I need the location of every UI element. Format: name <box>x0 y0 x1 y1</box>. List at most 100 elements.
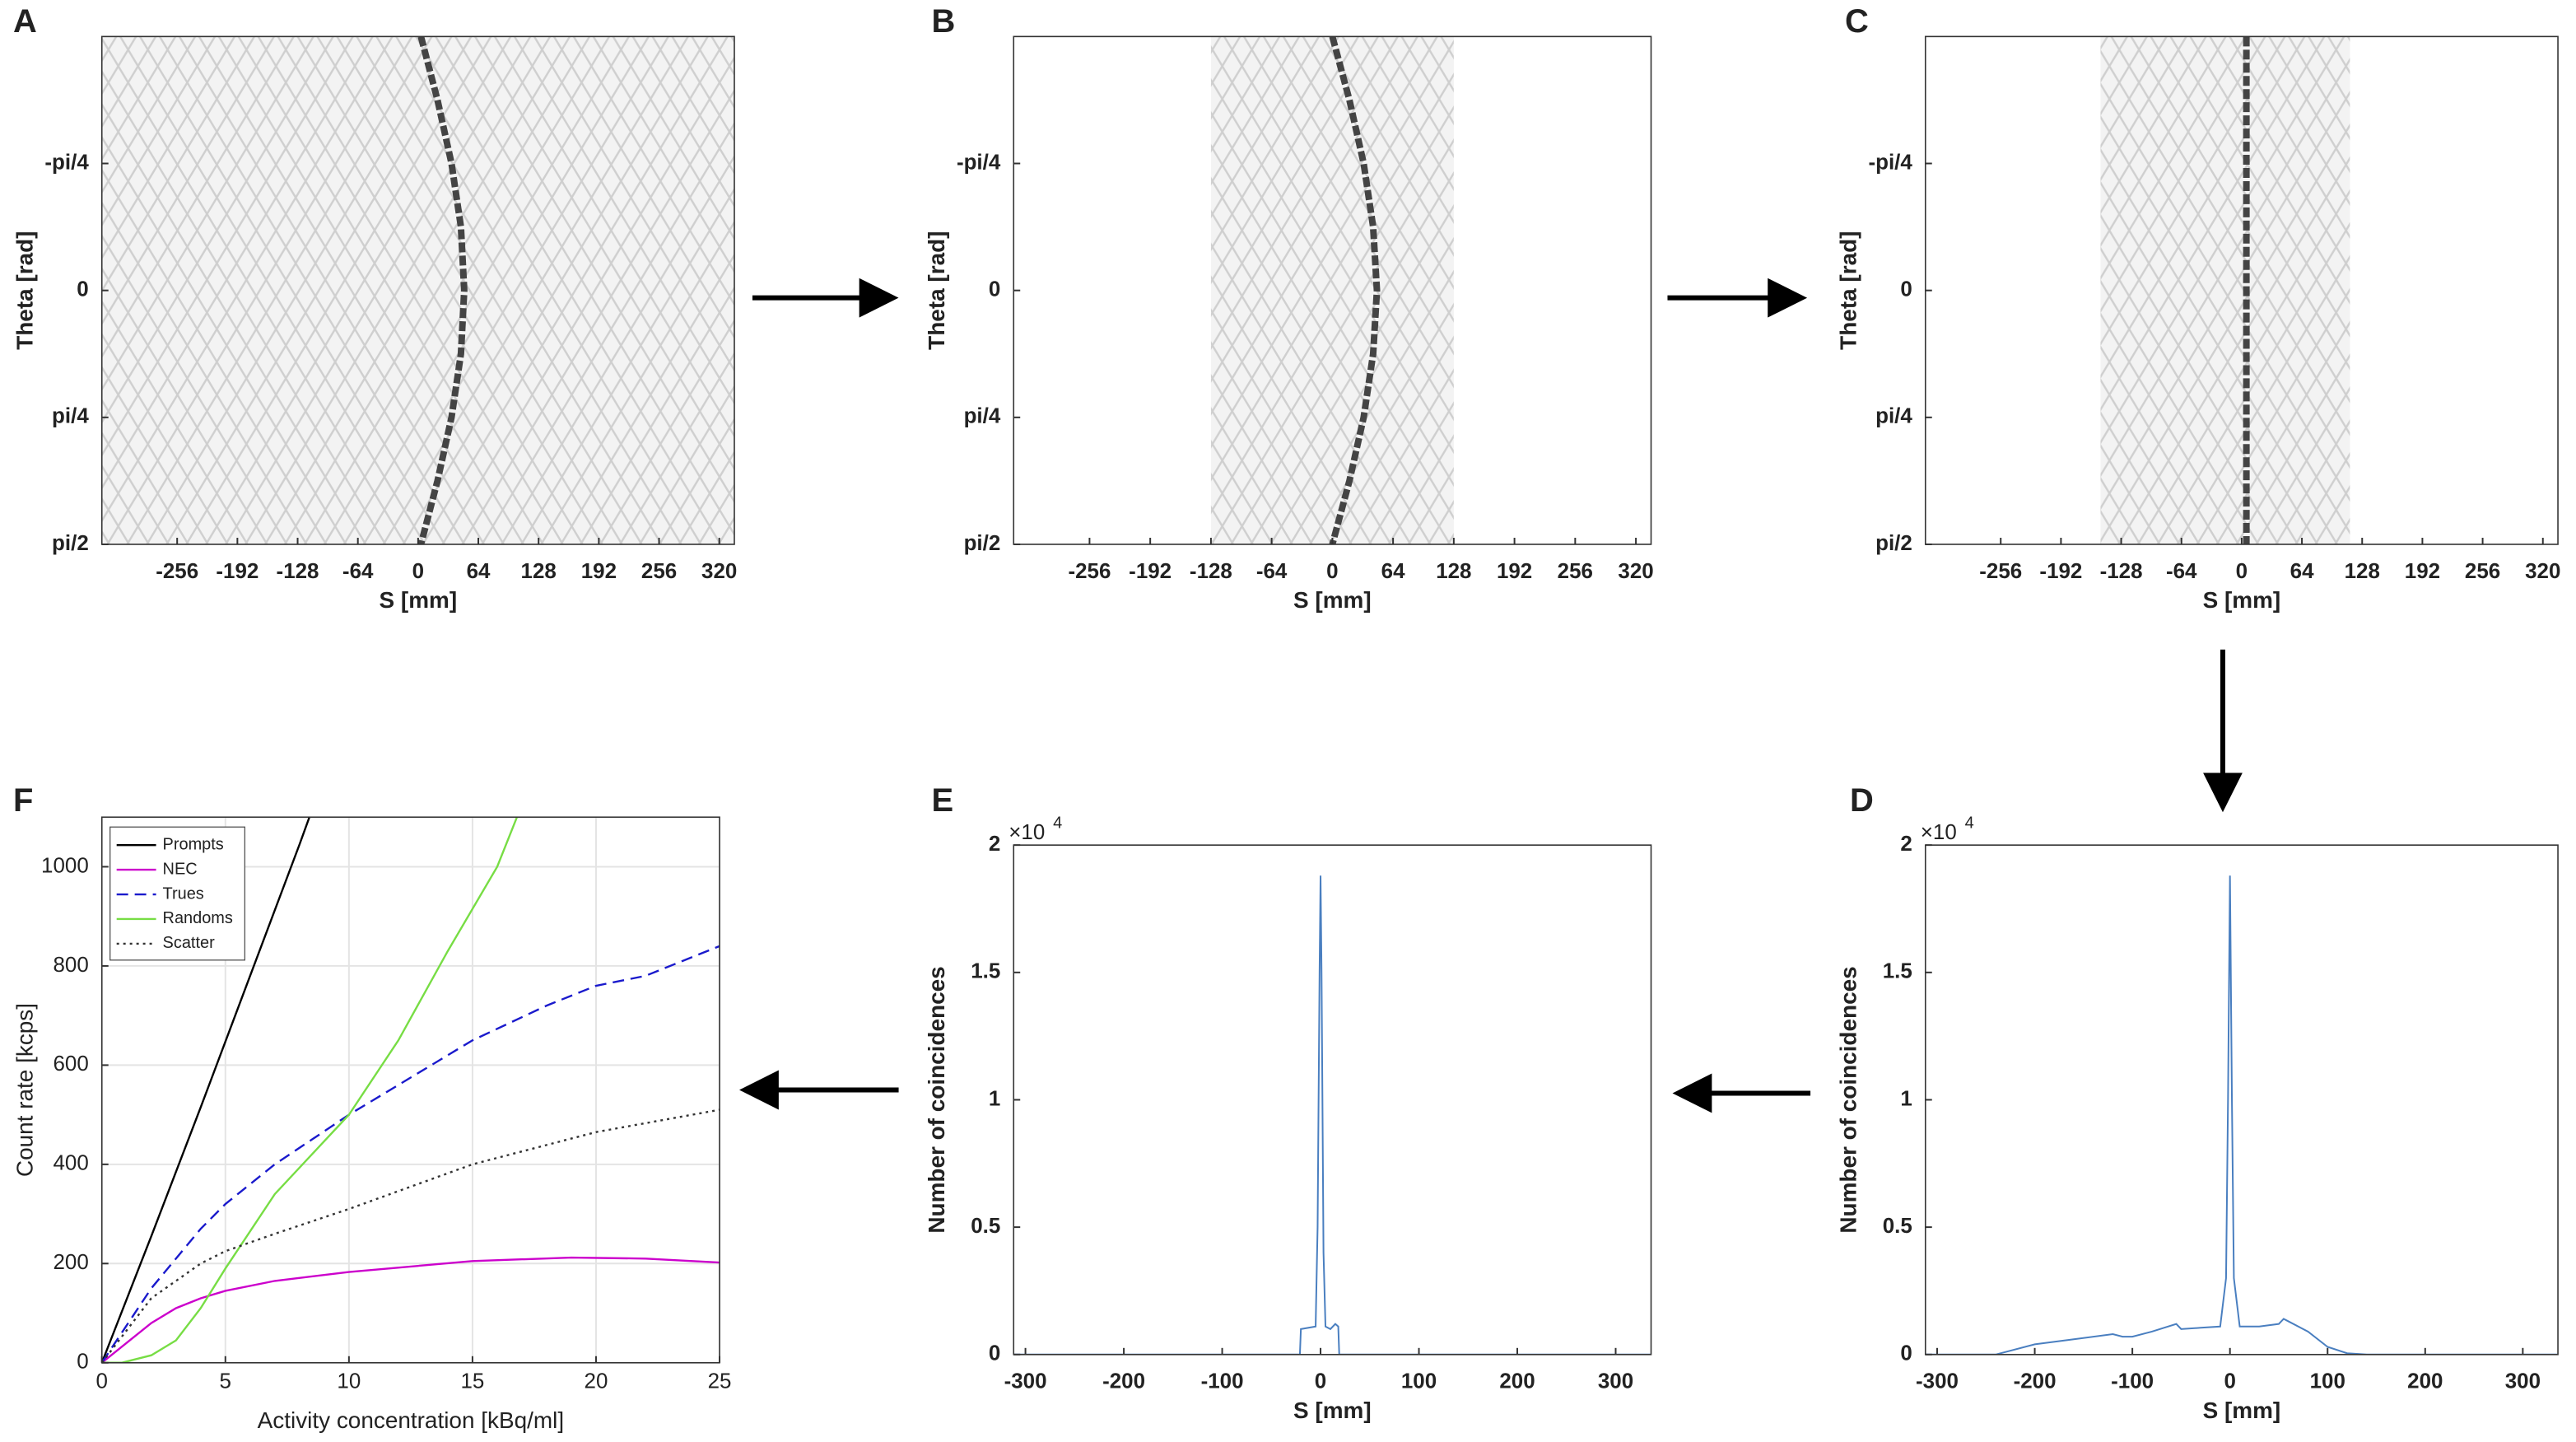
sinogram-texture <box>101 36 735 544</box>
y-tick-label: pi/4 <box>1875 405 1912 428</box>
arrows <box>738 278 2243 1113</box>
series-line <box>1925 875 2559 1355</box>
plot-content <box>1925 875 2559 1355</box>
x-axis-label: S [mm] <box>380 587 458 613</box>
x-tick-label: 25 <box>708 1370 732 1393</box>
x-tick-label: -200 <box>2014 1370 2057 1393</box>
panel: 0 5 10 15 20 25 0 200 400 600 800 1000 Activity conc… <box>12 782 731 1433</box>
panel-label: E <box>931 782 953 819</box>
x-tick-label: 192 <box>2405 560 2440 583</box>
y-tick-label: -pi/4 <box>1868 151 1912 174</box>
panel: -300 -200 -100 0 100 200 300 0 0.5 1 1.5 2 S [mm] Num… <box>1835 782 2559 1423</box>
x-tick-label: -64 <box>1256 560 1288 583</box>
y-axis-label: Theta [rad] <box>12 231 37 350</box>
x-tick-label: 320 <box>2525 560 2560 583</box>
y-tick-label: 0 <box>989 1342 1000 1365</box>
plot-content <box>101 36 735 544</box>
x-axis-label: S [mm] <box>2203 1398 2281 1423</box>
y-tick-label: pi/2 <box>52 532 89 555</box>
plot-content <box>101 817 720 1363</box>
x-tick-label: 0 <box>2224 1370 2235 1393</box>
y-tick-label: 0.5 <box>1883 1215 1912 1238</box>
x-tick-label: 100 <box>2310 1370 2345 1393</box>
y-axis-label: Theta [rad] <box>924 231 949 350</box>
x-tick-label: 300 <box>1598 1370 1633 1393</box>
panel-label: F <box>13 782 33 819</box>
exponent-base: ×10 <box>1009 821 1045 844</box>
x-tick-label: -64 <box>2166 560 2197 583</box>
x-tick-label: -256 <box>1979 560 2022 583</box>
y-tick-label: 1 <box>1900 1087 1912 1110</box>
y-tick-label: 0 <box>1900 1342 1912 1365</box>
y-tick-label: 1.5 <box>971 960 1000 983</box>
x-tick-label: 256 <box>1558 560 1593 583</box>
x-tick-label: -128 <box>2100 560 2143 583</box>
y-tick-label: pi/4 <box>52 405 89 428</box>
x-tick-label: 20 <box>585 1370 608 1393</box>
series-line <box>101 1256 720 1363</box>
panel: -300 -200 -100 0 100 200 300 0 0.5 1 1.5 2 S [mm] Num… <box>924 782 1652 1423</box>
x-tick-label: -100 <box>1201 1370 1244 1393</box>
y-tick-label: 1.5 <box>1883 960 1912 983</box>
plot-content <box>1210 36 1454 544</box>
y-tick-label: pi/2 <box>964 532 1001 555</box>
x-tick-label: 15 <box>460 1370 484 1393</box>
y-tick-label: -pi/4 <box>44 151 89 174</box>
y-tick-label: 2 <box>989 833 1000 856</box>
y-tick-label: 1000 <box>41 854 89 877</box>
x-tick-label: -192 <box>216 560 259 583</box>
x-tick-label: 128 <box>521 560 557 583</box>
x-tick-label: 192 <box>1497 560 1532 583</box>
y-tick-label: 0 <box>989 278 1000 301</box>
panel: -256 -192 -128 -64 0 64 128 192 256 320 -pi/4 0 pi/4… <box>12 3 737 613</box>
x-tick-label: -200 <box>1102 1370 1145 1393</box>
y-axis-label: Theta [rad] <box>1835 231 1861 350</box>
exponent-base: ×10 <box>1921 821 1957 844</box>
y-tick-label: 200 <box>53 1251 88 1274</box>
x-tick-label: 64 <box>2290 560 2314 583</box>
series-line <box>101 945 720 1363</box>
series-line <box>1013 875 1651 1355</box>
x-tick-label: 192 <box>581 560 617 583</box>
plot-area <box>1013 845 1651 1355</box>
x-tick-label: -192 <box>2039 560 2082 583</box>
series-line <box>101 817 519 1363</box>
x-tick-label: -300 <box>1916 1370 1959 1393</box>
x-tick-label: 128 <box>2345 560 2380 583</box>
panel-label: B <box>931 3 955 40</box>
x-tick-label: -128 <box>1190 560 1232 583</box>
y-tick-label: 1 <box>989 1087 1000 1110</box>
y-tick-label: 400 <box>53 1152 88 1175</box>
x-tick-label: 200 <box>1499 1370 1535 1393</box>
x-axis-label: Activity concentration [kBq/ml] <box>258 1407 564 1433</box>
x-tick-label: -192 <box>1129 560 1172 583</box>
y-axis-label: Number of coincidences <box>924 966 949 1233</box>
legend: Prompts NEC Trues Randoms Scatter <box>109 826 245 961</box>
legend-label: Prompts <box>163 835 224 853</box>
y-tick-label: 800 <box>53 954 88 977</box>
x-tick-label: 200 <box>2407 1370 2443 1393</box>
x-tick-label: -128 <box>277 560 319 583</box>
x-tick-label: 300 <box>2505 1370 2541 1393</box>
y-tick-label: pi/2 <box>1875 532 1912 555</box>
y-tick-label: 0 <box>77 278 88 301</box>
panel-label: C <box>1845 3 1869 40</box>
x-tick-label: 64 <box>467 560 491 583</box>
series-line <box>101 817 310 1363</box>
x-tick-label: -64 <box>342 560 374 583</box>
plot-content <box>2100 36 2350 544</box>
x-tick-label: 5 <box>220 1370 231 1393</box>
y-tick-label: 0.5 <box>971 1215 1000 1238</box>
sinogram-curve <box>417 36 468 544</box>
y-tick-label: 0 <box>1900 278 1912 301</box>
x-axis-label: S [mm] <box>2203 587 2281 613</box>
legend-label: Trues <box>163 884 204 903</box>
x-tick-label: 0 <box>1315 1370 1326 1393</box>
sinogram-curve <box>1329 36 1381 544</box>
panel-label: D <box>1850 782 1874 819</box>
x-tick-label: 0 <box>1326 560 1338 583</box>
panel: -256 -192 -128 -64 0 64 128 192 256 320 -pi/4 0 pi/4… <box>924 3 1654 613</box>
panel-label: A <box>13 3 37 40</box>
y-tick-label: 2 <box>1900 833 1912 856</box>
y-tick-label: -pi/4 <box>957 151 1001 174</box>
